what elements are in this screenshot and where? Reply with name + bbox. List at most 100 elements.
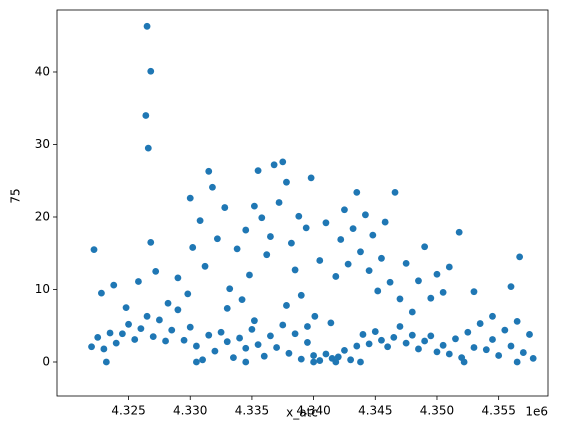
x-tick-label: 4.330	[173, 404, 207, 418]
point	[155, 316, 163, 324]
point	[369, 231, 377, 239]
point	[501, 326, 509, 334]
point	[186, 194, 194, 202]
point	[445, 350, 453, 358]
point	[396, 323, 404, 330]
point	[297, 355, 305, 363]
point	[242, 358, 250, 366]
point	[381, 218, 389, 226]
point	[193, 358, 200, 366]
point	[122, 304, 130, 312]
point	[297, 291, 305, 299]
point	[357, 248, 364, 256]
x-offset-label: 1e6	[525, 405, 548, 419]
y-axis-label: 75	[9, 188, 23, 203]
point	[250, 202, 258, 210]
point	[460, 358, 468, 366]
point	[347, 356, 355, 364]
x-tick-label: 4.335	[235, 404, 269, 418]
point	[254, 167, 262, 174]
point	[327, 319, 335, 327]
point	[211, 347, 219, 355]
point	[254, 341, 262, 348]
point	[415, 277, 422, 285]
point	[470, 288, 478, 296]
point	[279, 158, 287, 166]
x-tick-label: 4.340	[296, 404, 330, 418]
point	[415, 345, 422, 353]
point	[180, 336, 188, 344]
point	[291, 266, 299, 274]
x-tick-label: 4.355	[481, 404, 515, 418]
x-tick-label: 4.345	[358, 404, 392, 418]
point	[439, 341, 447, 349]
point	[152, 267, 160, 275]
point	[258, 214, 266, 222]
point	[519, 349, 527, 356]
point	[112, 339, 120, 347]
point	[311, 312, 319, 320]
point	[226, 285, 234, 293]
point	[143, 312, 151, 320]
y-tick-label: 10	[35, 282, 50, 296]
point	[221, 204, 229, 211]
point	[110, 281, 118, 289]
point	[131, 336, 139, 343]
point	[102, 358, 110, 366]
point	[248, 325, 256, 333]
point	[260, 352, 268, 360]
point	[316, 257, 324, 264]
point	[396, 295, 404, 303]
point	[332, 358, 340, 366]
point	[263, 251, 271, 259]
point	[507, 283, 515, 290]
point	[402, 339, 410, 347]
point	[189, 244, 197, 251]
point	[144, 144, 152, 152]
y-tick-label: 30	[35, 137, 50, 151]
point	[302, 224, 310, 232]
point	[143, 22, 151, 30]
point	[147, 238, 155, 246]
point	[246, 271, 253, 279]
point	[365, 267, 373, 275]
point	[242, 344, 250, 352]
point	[250, 317, 258, 325]
point	[322, 350, 330, 358]
point	[421, 243, 429, 251]
point	[374, 287, 382, 295]
point	[421, 337, 429, 345]
point	[142, 112, 150, 119]
y-tick-label: 40	[35, 64, 50, 78]
point	[390, 333, 398, 341]
point	[168, 326, 176, 334]
point	[470, 344, 478, 351]
point	[279, 321, 287, 329]
point	[433, 348, 441, 356]
point	[476, 320, 484, 327]
point	[304, 323, 311, 330]
point	[357, 358, 364, 366]
point	[283, 178, 290, 186]
point	[118, 330, 126, 338]
point	[341, 346, 348, 354]
x-tick-label: 4.325	[111, 404, 145, 418]
point	[236, 334, 243, 342]
point	[322, 219, 330, 227]
point	[223, 304, 231, 312]
point	[230, 354, 237, 362]
point	[341, 206, 348, 214]
point	[427, 294, 435, 302]
y-tick-label: 0	[42, 354, 50, 368]
point	[186, 323, 194, 331]
point	[273, 344, 280, 351]
point	[213, 235, 221, 243]
point	[408, 308, 416, 316]
point	[408, 331, 416, 339]
point	[526, 331, 533, 338]
point	[164, 299, 172, 307]
point	[310, 358, 318, 366]
point	[384, 343, 392, 351]
point	[147, 67, 155, 75]
